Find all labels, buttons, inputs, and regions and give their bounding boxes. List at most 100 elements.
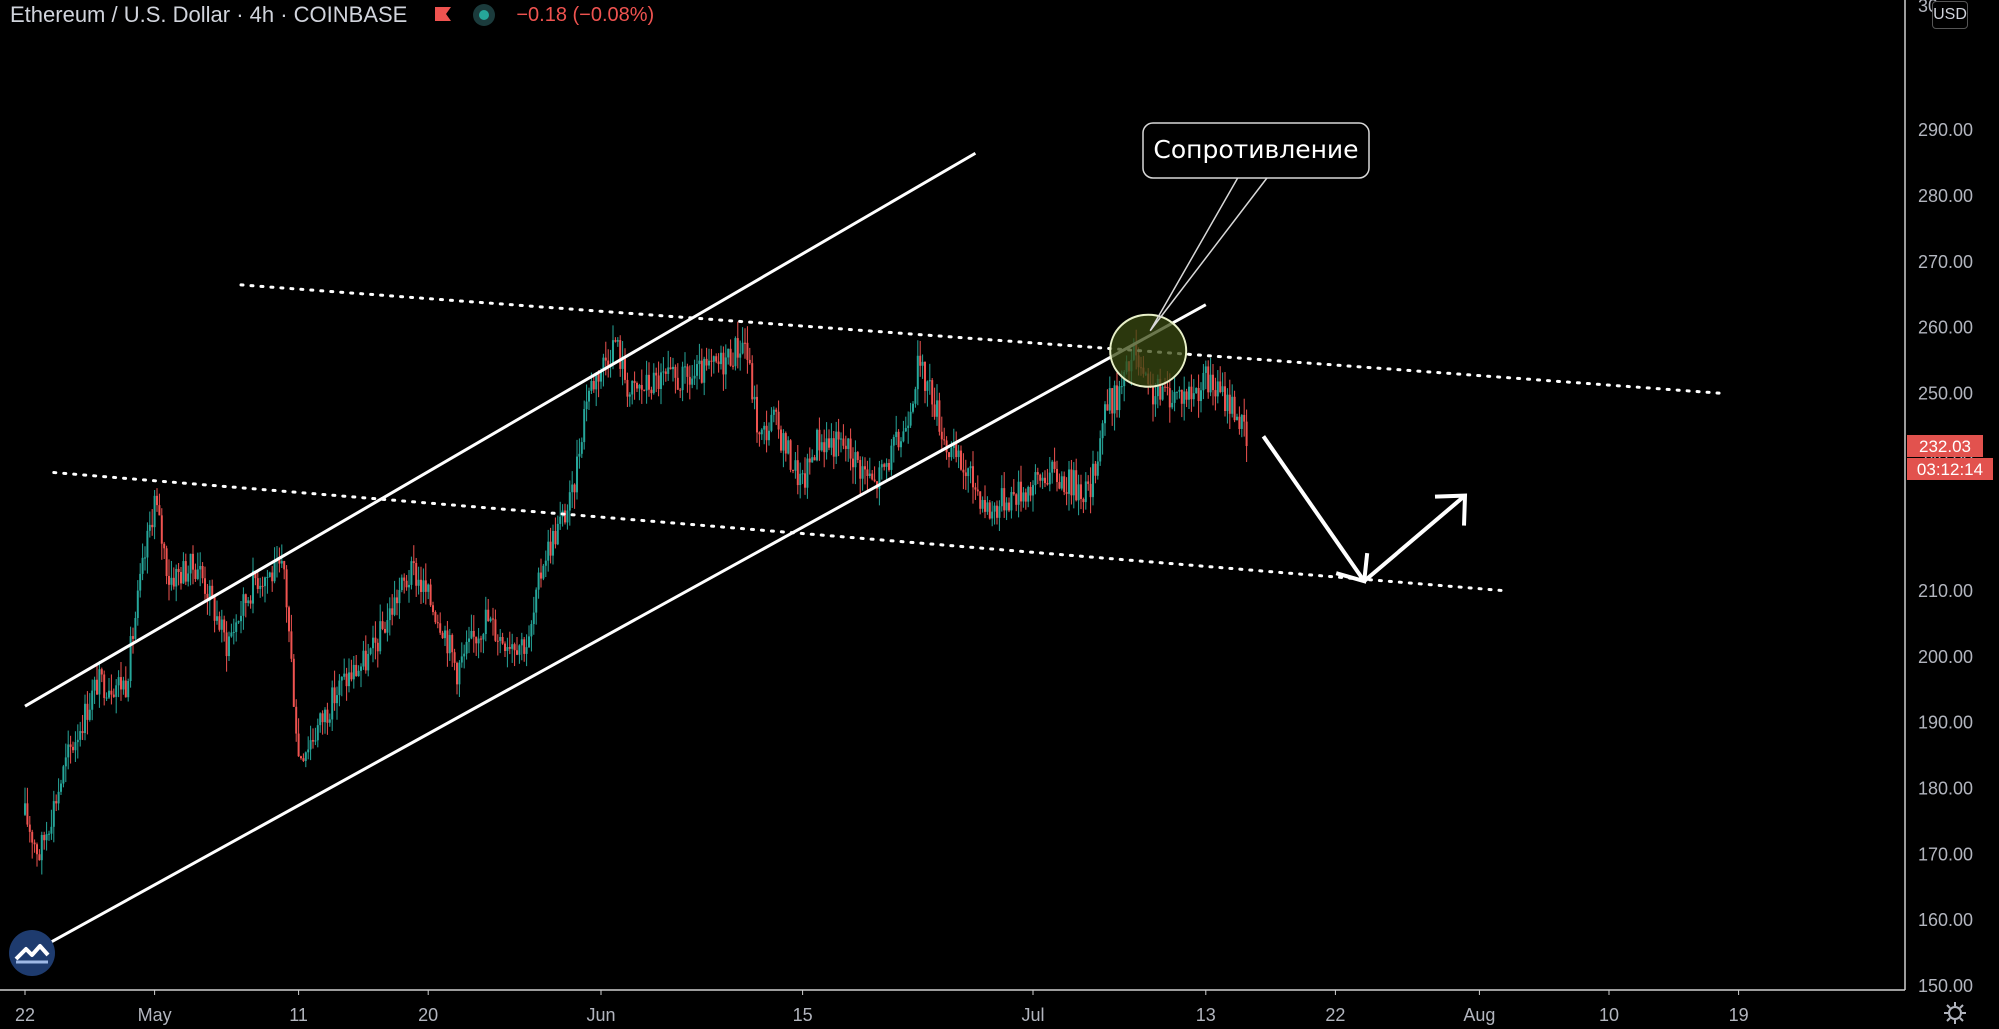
candle-body [256, 578, 259, 589]
candle-body [607, 360, 610, 367]
resistance-highlight-ellipse [1109, 313, 1188, 388]
candle-body [326, 709, 329, 723]
candle-body [146, 530, 149, 558]
candle-body [232, 631, 235, 633]
candle-body [357, 670, 360, 677]
candle-body [712, 356, 715, 362]
candle-body [907, 425, 910, 429]
candle-body [496, 640, 499, 642]
y-tick-label: 150.00 [1918, 976, 1973, 996]
candle-body [88, 709, 91, 720]
candle-body [220, 619, 223, 630]
candle-body [254, 570, 257, 579]
candle-body [492, 618, 494, 620]
candle-body [1204, 366, 1207, 373]
candle-body [880, 464, 883, 468]
candle-body [45, 834, 48, 841]
candle-body [715, 356, 718, 362]
candle-body [1152, 386, 1154, 405]
candle-body [1197, 388, 1200, 402]
candle-body [784, 433, 787, 454]
candle-body [830, 438, 833, 448]
candle-body [552, 530, 554, 556]
candle-body [813, 457, 816, 461]
candle-body [304, 752, 307, 761]
candle-body [1034, 472, 1037, 486]
candle-body [1154, 396, 1157, 405]
candle-body [55, 801, 58, 804]
candle-body [328, 719, 331, 723]
x-tick-label: 22 [15, 1005, 35, 1025]
candle-body [487, 609, 490, 622]
candle-body [302, 758, 305, 761]
candle-body [458, 662, 461, 685]
candle-body [825, 438, 828, 453]
candle-body [280, 561, 283, 564]
candle-body [501, 636, 504, 644]
candle-body [381, 621, 384, 629]
candle-body [900, 441, 902, 448]
candle-body [573, 484, 576, 493]
candle-body [1101, 423, 1104, 439]
candle-body [1185, 391, 1188, 400]
candle-body [530, 624, 533, 637]
candle-body [924, 361, 926, 391]
candle-body [583, 409, 586, 443]
annotation-callout[interactable]: Сопротивление [1142, 122, 1370, 332]
symbol-title[interactable]: Ethereum / U.S. Dollar · 4h · COINBASE [10, 2, 408, 27]
candle-body [703, 358, 706, 383]
candle-body [204, 578, 206, 594]
candle-body [374, 637, 377, 643]
candle-body [160, 515, 163, 544]
candle-body [465, 641, 468, 654]
candle-body [1053, 461, 1056, 469]
candle-body [597, 373, 600, 382]
candle-body [1082, 498, 1085, 503]
candle-body [1159, 378, 1162, 400]
candle-body [295, 706, 298, 734]
candle-body [729, 348, 732, 366]
candle-body [144, 557, 146, 559]
candle-body [566, 510, 569, 523]
candle-body [751, 363, 754, 400]
candle-body [468, 638, 470, 642]
candle-body [163, 543, 166, 549]
candle-body [259, 585, 262, 589]
candle-body [396, 597, 398, 604]
candle-body [1221, 386, 1224, 393]
candle-body [705, 358, 708, 366]
candle-body [518, 645, 521, 655]
candle-body [928, 380, 931, 382]
candle-body [938, 400, 941, 432]
candle-body [1116, 385, 1118, 411]
candle-body [988, 502, 991, 519]
candle-body [892, 437, 895, 446]
candle-body [400, 577, 403, 591]
candle-body [1192, 393, 1195, 400]
candle-body [506, 647, 509, 652]
candle-body [818, 429, 821, 451]
currency-button[interactable]: USD [1932, 1, 1968, 29]
candle-body [446, 630, 449, 654]
candle-body [309, 740, 312, 750]
tradingview-logo-icon[interactable] [9, 930, 55, 976]
candle-body [528, 636, 530, 648]
candle-body [808, 458, 811, 463]
candle-body [643, 389, 646, 391]
settings-gear-icon[interactable] [1943, 1001, 1967, 1025]
candle-body [216, 616, 218, 621]
candle-body [775, 409, 778, 412]
candle-body [172, 577, 175, 587]
candle-body [986, 502, 989, 512]
candle-body [1166, 386, 1169, 389]
flag-icon[interactable] [433, 6, 453, 24]
candle-body [352, 664, 355, 680]
candle-body [691, 378, 694, 385]
candle-body [516, 650, 518, 655]
candle-body [103, 674, 106, 698]
candle-body [278, 559, 281, 564]
lower-channel-line [24, 303, 1207, 958]
candle-body [520, 639, 523, 646]
candle-body [866, 469, 869, 477]
